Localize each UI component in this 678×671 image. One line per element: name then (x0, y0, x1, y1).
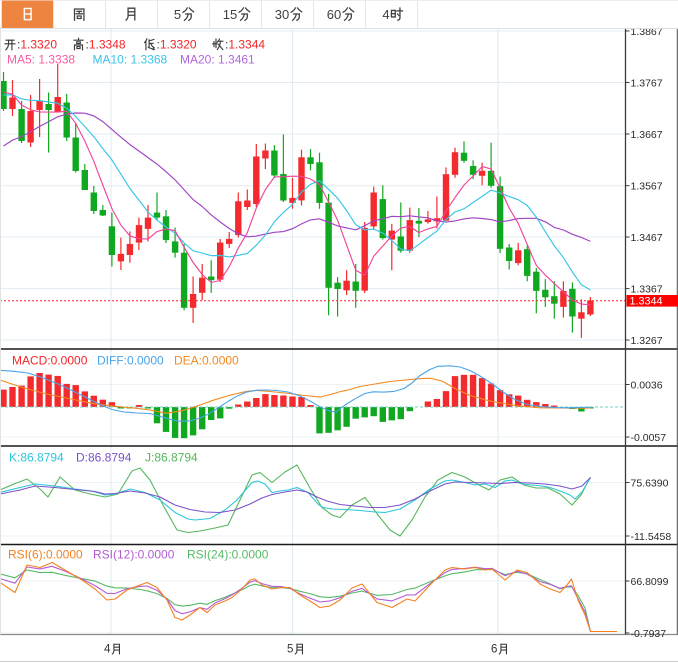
svg-text:-11.5458: -11.5458 (631, 531, 672, 543)
svg-text:J:86.8794: J:86.8794 (145, 450, 198, 464)
svg-text:D:86.8794: D:86.8794 (76, 450, 132, 464)
svg-text:1.3467: 1.3467 (631, 232, 663, 244)
svg-text:60: 60 (327, 7, 341, 22)
svg-text::1.3344: :1.3344 (225, 38, 265, 52)
svg-text:RSI(6):0.0000: RSI(6):0.0000 (8, 547, 83, 561)
svg-text:DEA:0.0000: DEA:0.0000 (174, 353, 239, 367)
svg-text:DIFF:0.0000: DIFF:0.0000 (97, 353, 164, 367)
svg-text:4: 4 (104, 644, 111, 656)
svg-text::1.3320: :1.3320 (157, 38, 197, 52)
svg-text:1.3367: 1.3367 (631, 283, 663, 295)
svg-text:MA5: 1.3338: MA5: 1.3338 (7, 53, 75, 67)
svg-text:1.3567: 1.3567 (631, 181, 663, 193)
svg-text:K:86.8794: K:86.8794 (9, 450, 64, 464)
svg-text:75.6390: 75.6390 (631, 477, 669, 489)
svg-text::1.3320: :1.3320 (17, 38, 57, 52)
svg-text:MA20: 1.3461: MA20: 1.3461 (180, 53, 255, 67)
svg-text:MACD:0.0000: MACD:0.0000 (12, 353, 88, 367)
svg-text:RSI(12):0.0000: RSI(12):0.0000 (93, 547, 175, 561)
svg-text:0.0036: 0.0036 (631, 379, 663, 391)
svg-text::1.3348: :1.3348 (86, 38, 126, 52)
svg-text:30: 30 (275, 7, 289, 22)
svg-text:5: 5 (174, 7, 181, 22)
svg-text:1.3767: 1.3767 (631, 77, 663, 89)
svg-text:15: 15 (223, 7, 237, 22)
svg-text:1.3667: 1.3667 (631, 129, 663, 141)
svg-text:1.3267: 1.3267 (631, 335, 663, 347)
svg-text:MA10: 1.3368: MA10: 1.3368 (93, 53, 168, 67)
svg-text:1.3344: 1.3344 (630, 296, 663, 308)
svg-text:66.8099: 66.8099 (631, 576, 669, 588)
svg-text:-0.0057: -0.0057 (631, 432, 667, 444)
svg-text:-0.7937: -0.7937 (631, 628, 667, 640)
svg-text:RSI(24):0.0000: RSI(24):0.0000 (187, 547, 269, 561)
svg-text:4: 4 (382, 7, 389, 22)
svg-text:5: 5 (287, 644, 293, 656)
svg-text:6: 6 (491, 644, 497, 656)
